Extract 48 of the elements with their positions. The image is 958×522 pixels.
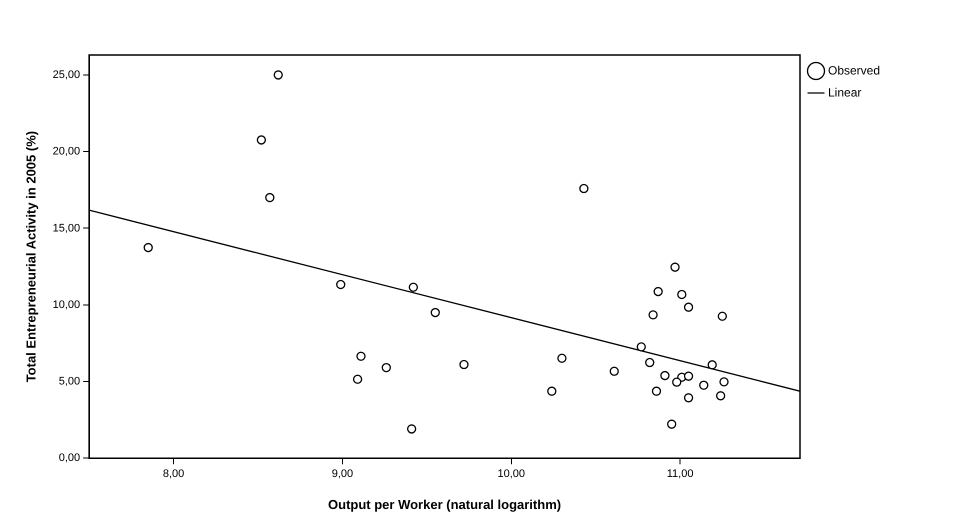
- x-tick-label: 9,00: [332, 468, 354, 480]
- y-tick-label: 25,00: [52, 68, 80, 81]
- point: [459, 360, 469, 370]
- point: [610, 366, 619, 376]
- point: [670, 262, 680, 272]
- point: [430, 308, 440, 318]
- point: [336, 280, 346, 290]
- point: [719, 377, 729, 387]
- point: [684, 372, 694, 381]
- y-tick-label: 0,00: [58, 452, 80, 464]
- point: [684, 302, 694, 312]
- point: [352, 374, 362, 384]
- x-axis-title: Output per Worker (natural logarithm): [328, 496, 562, 512]
- y-tick-label: 15,00: [52, 222, 80, 234]
- point: [708, 360, 717, 370]
- point: [406, 424, 416, 434]
- point: [382, 362, 391, 372]
- point: [274, 70, 283, 80]
- point: [718, 312, 727, 321]
- x-tick-label: 8,00: [162, 468, 184, 480]
- y-tick-label: 20,00: [52, 146, 80, 158]
- y-tick-label: 5,00: [58, 376, 80, 388]
- point: [144, 242, 153, 252]
- point: [265, 192, 274, 202]
- point: [408, 282, 418, 292]
- point: [356, 352, 366, 361]
- point: [547, 386, 556, 396]
- point: [557, 354, 567, 363]
- y-tick-label: 10,00: [52, 298, 80, 311]
- legend-label: Linear: [828, 85, 862, 100]
- point: [652, 386, 662, 396]
- x-tick-label: 11,00: [666, 468, 694, 480]
- point: [660, 370, 670, 380]
- point: [645, 358, 654, 368]
- point: [648, 310, 658, 320]
- point: [654, 286, 663, 296]
- point: [579, 184, 589, 194]
- point: [256, 135, 266, 145]
- point: [672, 378, 682, 387]
- point: [667, 420, 676, 429]
- legend-label: Observed: [828, 63, 880, 78]
- point: [636, 342, 646, 352]
- y-axis-title: Total Entrepreneurial Activity in 2005 (%): [23, 130, 38, 382]
- point: [684, 393, 694, 402]
- point: [699, 380, 708, 390]
- point: [677, 290, 686, 300]
- x-tick-label: 10,00: [497, 468, 526, 480]
- point: [716, 391, 726, 400]
